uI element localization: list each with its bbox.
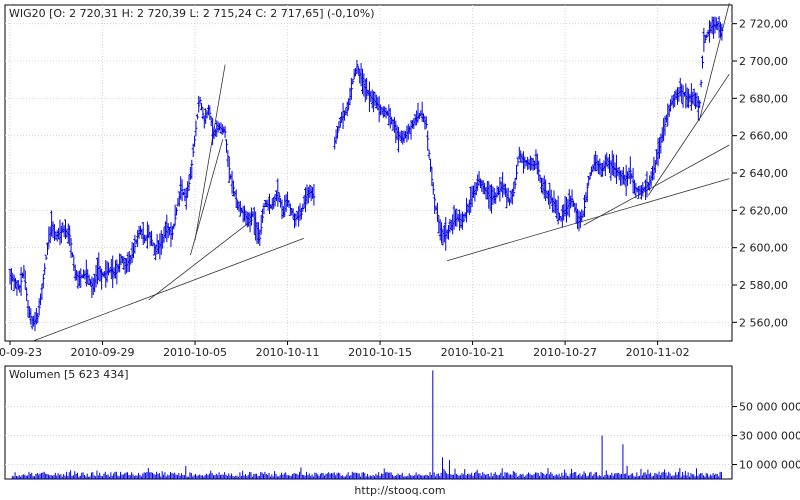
- volume-panel-frame: [4, 365, 733, 480]
- price-y-tick-label: 2 560,00: [739, 316, 788, 329]
- volume-grid: [5, 406, 732, 466]
- trendline: [447, 178, 730, 262]
- price-ticks-series: [8, 16, 724, 332]
- price-y-tick-label: 2 700,00: [739, 55, 788, 68]
- price-y-tick-label: 2 660,00: [739, 130, 788, 143]
- price-x-tick-label: 2010-10-21: [441, 346, 505, 359]
- trendlines: [32, 3, 730, 342]
- trendline: [583, 144, 730, 226]
- price-x-tick-label: 2010-10-11: [256, 346, 320, 359]
- price-x-tick-label: 2010-10-05: [163, 346, 227, 359]
- price-x-tick-label: 2010-09-29: [71, 346, 135, 359]
- volume-y-tick-label: 30 000 000: [739, 430, 800, 443]
- price-title: WIG20 [O: 2 720,31 H: 2 720,39 L: 2 715,…: [9, 7, 375, 20]
- volume-y-tick-label: 50 000 000: [739, 401, 800, 414]
- trendline: [648, 73, 730, 196]
- price-x-tick-label: 2010-10-27: [533, 346, 597, 359]
- price-y-tick-label: 2 580,00: [739, 279, 788, 292]
- price-y-axis: 2 560,00 2 580,00 2 600,00 2 620,00 2 640,00…: [732, 18, 788, 329]
- price-x-tick-label: 2010-11-02: [626, 346, 690, 359]
- price-y-tick-label: 2 640,00: [739, 167, 788, 180]
- volume-title: Wolumen [5 623 434]: [9, 368, 129, 381]
- price-x-axis: 2010-09-23 2010-09-29 2010-10-05 2010-10-11…: [0, 341, 690, 359]
- price-y-tick-label: 2 680,00: [739, 92, 788, 105]
- volume-y-axis: 10 000 000 30 000 000 50 000 000: [732, 401, 800, 472]
- trendline: [698, 3, 730, 121]
- price-y-tick-label: 2 720,00: [739, 18, 788, 31]
- price-y-tick-label: 2 620,00: [739, 204, 788, 217]
- trendline: [148, 219, 254, 301]
- price-y-tick-label: 2 600,00: [739, 242, 788, 255]
- trendline: [32, 237, 304, 342]
- footer-url[interactable]: http://stooq.com: [354, 484, 445, 497]
- price-x-tick-label: 2010-09-23: [0, 346, 42, 359]
- volume-bars: [11, 370, 722, 479]
- trendline: [194, 64, 226, 241]
- volume-y-tick-label: 10 000 000: [739, 459, 800, 472]
- price-x-tick-label: 2010-10-15: [348, 346, 412, 359]
